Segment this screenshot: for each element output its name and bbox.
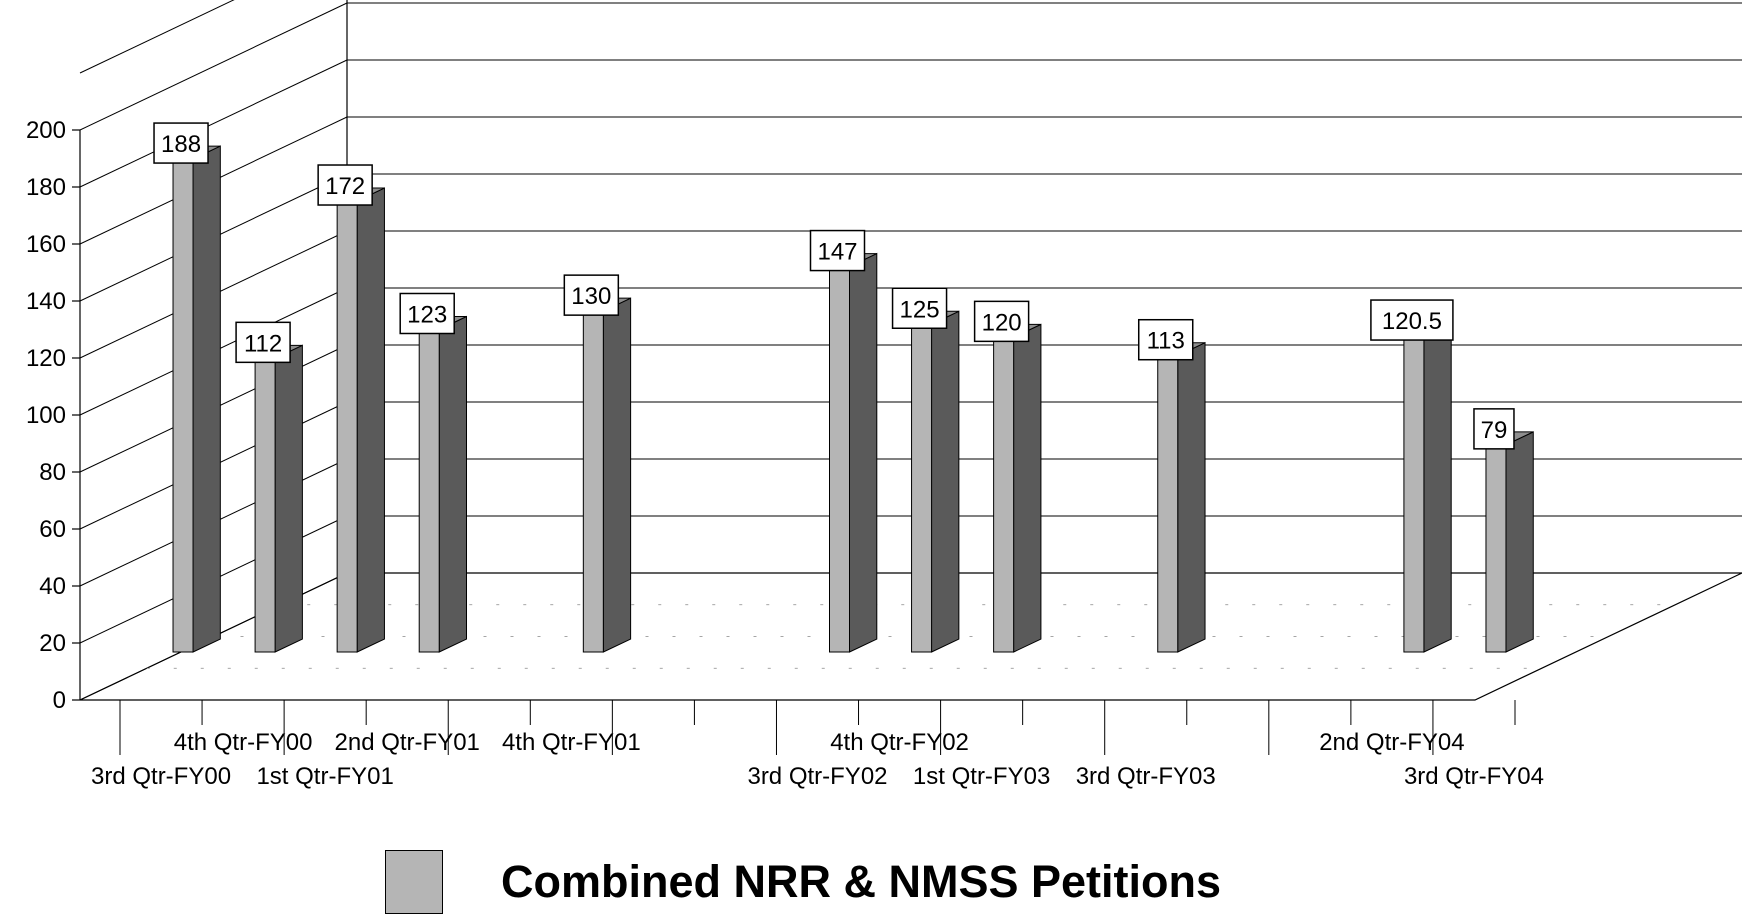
bar-side bbox=[274, 344, 303, 653]
bar-front bbox=[418, 328, 440, 653]
bar-side bbox=[1423, 322, 1452, 653]
x-tick-label: 3rd Qtr-FY04 bbox=[1404, 763, 1544, 790]
bar: 125 bbox=[891, 287, 960, 653]
data-label: 188 bbox=[161, 131, 201, 158]
bar: 79 bbox=[1473, 408, 1534, 653]
x-tick-label: 3rd Qtr-FY02 bbox=[747, 763, 887, 790]
bar: 147 bbox=[809, 229, 878, 653]
data-label: 120 bbox=[982, 309, 1022, 336]
bar-side bbox=[931, 310, 960, 653]
bar-side bbox=[1177, 341, 1206, 653]
bar: 120.5 bbox=[1370, 299, 1454, 653]
wall-gridline bbox=[79, 0, 235, 74]
y-tick-label: 200 bbox=[26, 117, 66, 144]
bar-front bbox=[336, 200, 358, 653]
bar-front bbox=[829, 266, 850, 653]
x-tick-label: 2nd Qtr-FY01 bbox=[335, 729, 480, 756]
bar-side bbox=[602, 297, 632, 653]
legend-swatch bbox=[385, 850, 443, 914]
y-tick-label: 60 bbox=[39, 516, 66, 543]
data-label: 130 bbox=[571, 283, 611, 310]
data-label-box bbox=[891, 287, 948, 329]
bar-side bbox=[849, 252, 878, 653]
bar-front bbox=[172, 158, 194, 653]
x-tick-label: 3rd Qtr-FY03 bbox=[1076, 763, 1216, 790]
data-label-box bbox=[235, 321, 291, 364]
data-label: 120.5 bbox=[1382, 308, 1442, 335]
y-tick-label: 160 bbox=[26, 231, 66, 258]
bar: 172 bbox=[317, 164, 385, 653]
data-label-box bbox=[399, 292, 455, 335]
bar-side bbox=[438, 315, 468, 653]
y-tick-label: 40 bbox=[39, 573, 66, 600]
bar-front bbox=[254, 357, 276, 653]
data-label: 172 bbox=[325, 173, 365, 200]
y-tick-label: 120 bbox=[26, 345, 66, 372]
data-label: 125 bbox=[900, 296, 940, 323]
y-tick-label: 0 bbox=[53, 687, 66, 714]
bar: 120 bbox=[973, 300, 1042, 653]
x-tick-label: 4th Qtr-FY01 bbox=[502, 729, 641, 756]
bar-front bbox=[1157, 355, 1179, 653]
x-tick-label: 4th Qtr-FY02 bbox=[830, 729, 969, 756]
data-label: 79 bbox=[1481, 417, 1508, 444]
bar: 113 bbox=[1137, 318, 1206, 653]
x-tick-label: 3rd Qtr-FY00 bbox=[91, 763, 231, 790]
data-label-box bbox=[809, 229, 866, 272]
data-label: 112 bbox=[244, 330, 282, 357]
data-label-box bbox=[563, 274, 620, 316]
y-tick-label: 180 bbox=[26, 174, 66, 201]
data-label-box bbox=[1473, 408, 1515, 450]
legend: Combined NRR & NMSS Petitions bbox=[385, 850, 1221, 914]
data-label-box bbox=[973, 300, 1030, 343]
bar-side bbox=[356, 187, 385, 653]
wall-gridline bbox=[79, 59, 348, 188]
data-label-box bbox=[153, 122, 209, 164]
bar: 123 bbox=[399, 292, 468, 653]
y-tick-label: 80 bbox=[39, 459, 66, 486]
y-tick-label: 20 bbox=[39, 630, 66, 657]
y-tick-label: 100 bbox=[26, 402, 66, 429]
bar-front bbox=[1403, 335, 1425, 653]
bar-series: 188 112 172 123 130 147 125 120 113 120.5 79 bbox=[153, 122, 1534, 653]
data-label-box bbox=[1370, 299, 1454, 341]
data-label: 147 bbox=[817, 239, 857, 266]
bar-front bbox=[993, 336, 1015, 653]
bar-front bbox=[582, 310, 604, 653]
bar-front bbox=[911, 323, 933, 653]
wall-gridline bbox=[79, 2, 348, 131]
y-tick-label: 140 bbox=[26, 288, 66, 315]
data-label-box bbox=[317, 164, 373, 206]
bar-side bbox=[192, 145, 221, 653]
x-axis: 3rd Qtr-FY00 4th Qtr-FY00 1st Qtr-FY01 2nd … bbox=[91, 700, 1544, 790]
y-axis: 0 20 40 60 80 100 120 140 160 180 200 bbox=[26, 117, 80, 714]
bar: 112 bbox=[235, 321, 303, 653]
bar: 130 bbox=[563, 274, 632, 653]
data-label: 113 bbox=[1147, 328, 1185, 355]
data-label-box bbox=[1137, 318, 1194, 361]
x-tick-label: 2nd Qtr-FY04 bbox=[1319, 729, 1464, 756]
x-tick-label: 4th Qtr-FY00 bbox=[174, 729, 313, 756]
data-label: 123 bbox=[407, 301, 447, 328]
bar-front bbox=[1485, 444, 1507, 653]
bar-side bbox=[1505, 431, 1534, 653]
x-tick-label: 1st Qtr-FY03 bbox=[913, 763, 1050, 790]
bar: 188 bbox=[153, 122, 221, 653]
bar-side bbox=[1013, 323, 1042, 653]
legend-label: Combined NRR & NMSS Petitions bbox=[501, 856, 1222, 907]
x-tick-label: 1st Qtr-FY01 bbox=[256, 763, 393, 790]
